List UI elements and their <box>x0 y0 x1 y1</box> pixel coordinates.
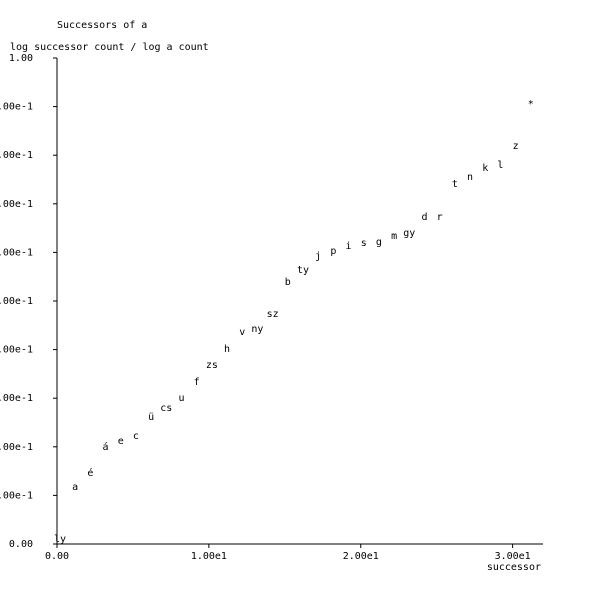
chart-title: Successors of a <box>57 20 147 31</box>
y-axis-label: log successor count / log a count <box>10 42 209 53</box>
point-label: j <box>315 251 321 262</box>
point-label: z <box>513 141 519 152</box>
point-label: cs <box>160 403 172 414</box>
point-label: * <box>528 99 534 110</box>
y-tick-label: 1.00e-1 <box>0 490 33 501</box>
x-axis-label: successor <box>487 562 541 573</box>
point-label: r <box>437 212 443 223</box>
point-label: sz <box>267 309 279 320</box>
y-tick-label: 5.00e-1 <box>0 296 33 307</box>
y-tick-label: 1.00 <box>9 53 33 64</box>
point-label: n <box>467 172 473 183</box>
y-tick-label: 0.00 <box>9 539 33 550</box>
point-label: m <box>391 231 397 242</box>
x-tick-label: 3.00e1 <box>495 551 531 562</box>
x-tick-label: 0.00 <box>45 551 69 562</box>
point-label: t <box>452 179 458 190</box>
point-label: l <box>497 160 503 171</box>
point-label: d <box>421 212 427 223</box>
point-label: g <box>376 237 382 248</box>
y-tick-label: 8.00e-1 <box>0 150 33 161</box>
point-label: ü <box>148 412 154 423</box>
point-label: gy <box>403 228 415 239</box>
point-label: á <box>103 441 109 453</box>
point-label: a <box>72 482 78 493</box>
point-label: i <box>346 241 352 252</box>
y-tick-label: 6.00e-1 <box>0 247 33 258</box>
point-label: u <box>178 393 184 404</box>
x-tick-label: 1.00e1 <box>191 551 227 562</box>
point-label: ty <box>297 265 309 276</box>
x-tick-label: 2.00e1 <box>343 551 379 562</box>
y-tick-label: 4.00e-1 <box>0 345 33 356</box>
point-label: é <box>87 467 93 479</box>
point-label: f <box>194 377 200 388</box>
y-tick-label: 9.00e-1 <box>0 102 33 113</box>
point-label: h <box>224 344 230 355</box>
point-label: k <box>482 163 488 174</box>
point-label: b <box>285 277 291 288</box>
point-label: e <box>118 436 124 447</box>
point-label: ny <box>251 324 263 335</box>
y-tick-label: 7.00e-1 <box>0 199 33 210</box>
point-label: v <box>239 327 245 338</box>
point-label: s <box>361 238 367 249</box>
y-tick-label: 3.00e-1 <box>0 393 33 404</box>
y-tick-label: 2.00e-1 <box>0 442 33 453</box>
point-label: p <box>330 246 336 257</box>
point-label: ly <box>54 534 66 545</box>
point-label: c <box>133 431 139 442</box>
point-label: zs <box>206 360 218 371</box>
